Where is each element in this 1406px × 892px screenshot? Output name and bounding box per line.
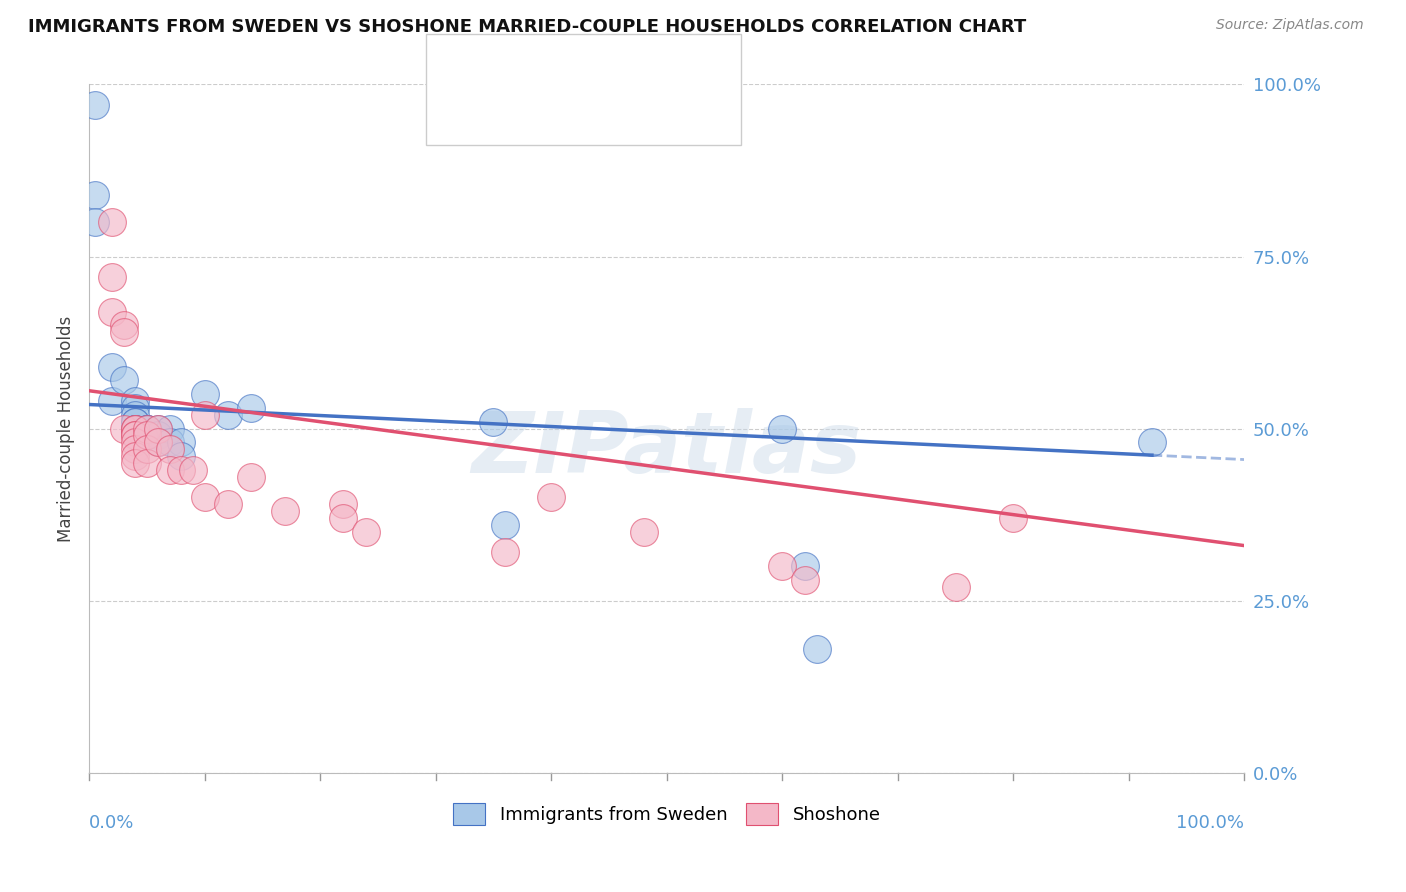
Point (181, 463, 204, 477)
Point (83, 187, 105, 202)
Point (148, 421, 170, 435)
Text: R = -0.241    N = 39: R = -0.241 N = 39 (485, 103, 668, 121)
Point (135, 421, 157, 435)
Point (135, 421, 157, 435)
Point (124, 421, 146, 435)
Point (194, 408, 217, 422)
Point (217, 497, 239, 511)
Point (945, 580, 967, 594)
Point (135, 442, 157, 457)
Point (124, 408, 146, 422)
Point (124, 456, 146, 470)
Point (83, 215, 105, 229)
Point (794, 573, 817, 587)
Text: IMMIGRANTS FROM SWEDEN VS SHOSHONE MARRIED-COUPLE HOUSEHOLDS CORRELATION CHART: IMMIGRANTS FROM SWEDEN VS SHOSHONE MARRI… (28, 18, 1026, 36)
Point (101, 270, 124, 285)
Point (239, 401, 262, 415)
Point (135, 421, 157, 435)
Point (124, 449, 146, 463)
Point (124, 421, 146, 435)
Point (124, 415, 146, 429)
Point (124, 421, 146, 435)
Point (356, 524, 378, 539)
Point (770, 559, 793, 574)
Point (217, 408, 239, 422)
Point (135, 428, 157, 442)
Point (159, 442, 181, 457)
Y-axis label: Married-couple Households: Married-couple Households (58, 316, 75, 541)
Point (482, 415, 505, 429)
Point (1140, 435, 1163, 450)
Point (112, 421, 135, 435)
Point (1002, 511, 1025, 525)
Point (170, 435, 193, 450)
Point (124, 428, 146, 442)
Point (83, 98, 105, 112)
Point (170, 463, 193, 477)
Point (159, 435, 181, 450)
Legend: Immigrants from Sweden, Shoshone: Immigrants from Sweden, Shoshone (446, 796, 887, 832)
Point (101, 215, 124, 229)
Point (124, 435, 146, 450)
Point (239, 469, 262, 483)
Point (101, 394, 124, 409)
Point (159, 421, 181, 435)
Text: ZIPatlas: ZIPatlas (471, 408, 862, 491)
Text: R = -0.047    N = 34: R = -0.047 N = 34 (485, 63, 668, 81)
Point (770, 421, 793, 435)
Text: 100.0%: 100.0% (1177, 814, 1244, 832)
Point (112, 325, 135, 339)
Point (170, 449, 193, 463)
Text: Source: ZipAtlas.com: Source: ZipAtlas.com (1216, 18, 1364, 32)
Point (194, 491, 217, 505)
Point (124, 415, 146, 429)
Text: 0.0%: 0.0% (89, 814, 135, 832)
Point (148, 435, 170, 450)
Point (124, 401, 146, 415)
Point (101, 359, 124, 374)
Point (112, 373, 135, 387)
Point (148, 421, 170, 435)
Point (159, 463, 181, 477)
Point (135, 428, 157, 442)
Point (101, 304, 124, 318)
Point (124, 394, 146, 409)
Point (540, 491, 562, 505)
Point (494, 545, 516, 559)
Point (135, 421, 157, 435)
Point (794, 559, 817, 574)
Point (112, 318, 135, 333)
Point (194, 387, 217, 401)
Point (124, 442, 146, 457)
Point (332, 511, 354, 525)
Point (806, 641, 828, 656)
Point (148, 428, 170, 442)
Point (135, 456, 157, 470)
Point (274, 504, 297, 518)
Point (633, 524, 655, 539)
Point (124, 421, 146, 435)
Point (124, 428, 146, 442)
Point (135, 428, 157, 442)
Point (494, 518, 516, 533)
Point (332, 497, 354, 511)
Point (148, 435, 170, 450)
